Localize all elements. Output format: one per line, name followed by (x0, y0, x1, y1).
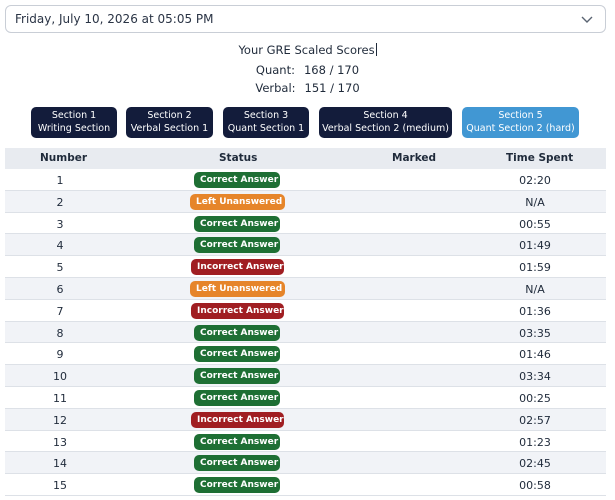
table-row[interactable]: 3 Correct Answer 00:55 (5, 213, 606, 235)
attempt-date-select[interactable]: Friday, July 10, 2026 at 05:05 PM (5, 5, 606, 33)
chevron-down-icon (581, 14, 593, 24)
time-spent: 00:55 (519, 217, 551, 231)
questions-table: Number Status Marked Time Spent 1 Correct… (5, 148, 606, 496)
tab-section-2[interactable]: Section 2 Verbal Section 1 (126, 107, 213, 138)
question-number: 12 (53, 413, 67, 427)
time-spent: 03:34 (519, 370, 551, 384)
time-spent: 01:46 (519, 348, 551, 362)
table-row[interactable]: 10 Correct Answer 03:34 (5, 365, 606, 387)
tab-section-1-title: Section 1 (51, 110, 97, 121)
tab-section-1-subtitle: Writing Section (37, 122, 111, 134)
question-number: 4 (56, 239, 64, 253)
question-number: 1 (56, 174, 64, 187)
scores-title: Your GRE Scaled Scores (0, 43, 615, 57)
time-spent: 00:58 (519, 479, 551, 493)
time-spent: N/A (525, 282, 545, 296)
status-badge: Correct Answer (194, 433, 280, 450)
time-spent: 03:35 (519, 326, 551, 340)
tab-section-1[interactable]: Section 1 Writing Section (31, 107, 117, 138)
tab-section-3[interactable]: Section 3 Quant Section 1 (223, 107, 309, 138)
header-marked: Marked (392, 152, 437, 164)
verbal-score: 151 / 170 (304, 81, 360, 95)
question-number: 13 (53, 435, 67, 449)
tab-section-5[interactable]: Section 5 Quant Section 2 (hard) (462, 107, 579, 138)
table-row[interactable]: 14 Correct Answer 02:45 (5, 452, 606, 475)
section-tabs: Section 1 Writing Section Section 2 Verb… (0, 107, 615, 139)
status-badge: Left Unanswered (190, 280, 285, 297)
status-badge: Incorrect Answer (191, 302, 284, 319)
time-spent: 01:23 (519, 435, 551, 449)
question-number: 10 (53, 370, 67, 384)
quant-score: 168 / 170 (303, 63, 360, 77)
tab-section-4[interactable]: Section 4 Verbal Section 2 (medium) (319, 107, 452, 138)
status-badge: Correct Answer (194, 455, 280, 472)
table-row[interactable]: 15 Correct Answer 00:58 (5, 474, 606, 496)
status-badge: Correct Answer (194, 237, 280, 254)
table-header: Number Status Marked Time Spent (5, 148, 606, 169)
status-badge: Correct Answer (194, 368, 280, 385)
table-body: 1 Correct Answer 02:20 2 Left Unanswered N/A 3… (5, 169, 606, 496)
tab-section-5-title: Section 5 (498, 110, 543, 121)
question-number: 5 (56, 261, 64, 275)
table-row[interactable]: 4 Correct Answer 01:49 (5, 234, 606, 257)
tab-section-4-title: Section 4 (363, 110, 408, 121)
status-badge: Incorrect Answer (191, 411, 284, 428)
tab-section-3-title: Section 3 (243, 110, 289, 121)
status-badge: Incorrect Answer (191, 259, 284, 276)
tab-section-3-subtitle: Quant Section 1 (227, 122, 305, 134)
time-spent: N/A (525, 195, 545, 209)
table-row[interactable]: 6 Left Unanswered N/A (5, 277, 606, 300)
table-row[interactable]: 1 Correct Answer 02:20 (5, 169, 606, 191)
question-number: 2 (56, 195, 64, 209)
table-row[interactable]: 2 Left Unanswered N/A (5, 190, 606, 213)
verbal-label: Verbal: (255, 81, 296, 95)
tab-section-4-subtitle: Verbal Section 2 (medium) (322, 122, 449, 134)
status-badge: Correct Answer (194, 324, 280, 341)
time-spent: 01:59 (519, 261, 551, 275)
question-number: 15 (53, 479, 67, 493)
time-spent: 01:36 (519, 304, 551, 318)
scores-title-text: Your GRE Scaled Scores (238, 43, 375, 57)
question-number: 3 (56, 217, 64, 231)
header-status: Status (219, 152, 258, 164)
attempt-date-value: Friday, July 10, 2026 at 05:05 PM (15, 12, 214, 26)
question-number: 7 (56, 304, 64, 318)
status-badge: Correct Answer (194, 215, 280, 232)
question-number: 11 (53, 391, 67, 405)
question-number: 14 (53, 457, 67, 471)
table-row[interactable]: 12 Incorrect Answer 02:57 (5, 408, 606, 431)
header-time-spent: Time Spent (506, 152, 574, 164)
tab-section-5-subtitle: Quant Section 2 (hard) (466, 122, 575, 134)
status-badge: Correct Answer (194, 346, 280, 363)
quant-score-line: Quant: 168 / 170 (0, 63, 615, 77)
status-badge: Correct Answer (194, 389, 280, 406)
table-row[interactable]: 13 Correct Answer 01:23 (5, 431, 606, 453)
verbal-score-line: Verbal: 151 / 170 (0, 81, 615, 95)
time-spent: 02:45 (519, 457, 551, 471)
tab-section-2-title: Section 2 (147, 110, 192, 121)
time-spent: 02:20 (519, 174, 551, 187)
question-number: 8 (56, 326, 64, 340)
table-row[interactable]: 5 Incorrect Answer 01:59 (5, 256, 606, 278)
table-row[interactable]: 8 Correct Answer 03:35 (5, 321, 606, 344)
question-number: 6 (56, 282, 64, 296)
status-badge: Correct Answer (194, 477, 280, 494)
table-row[interactable]: 7 Incorrect Answer 01:36 (5, 300, 606, 322)
time-spent: 01:49 (519, 239, 551, 253)
time-spent: 00:25 (519, 391, 551, 405)
time-spent: 02:57 (519, 413, 551, 427)
status-badge: Correct Answer (194, 172, 280, 188)
question-number: 9 (56, 348, 64, 362)
quant-label: Quant: (255, 63, 295, 77)
tab-section-2-subtitle: Verbal Section 1 (130, 122, 209, 134)
text-cursor (375, 43, 377, 56)
status-badge: Left Unanswered (190, 193, 285, 210)
table-row[interactable]: 11 Correct Answer 00:25 (5, 387, 606, 409)
header-number: Number (40, 152, 88, 164)
table-row[interactable]: 9 Correct Answer 01:46 (5, 343, 606, 366)
